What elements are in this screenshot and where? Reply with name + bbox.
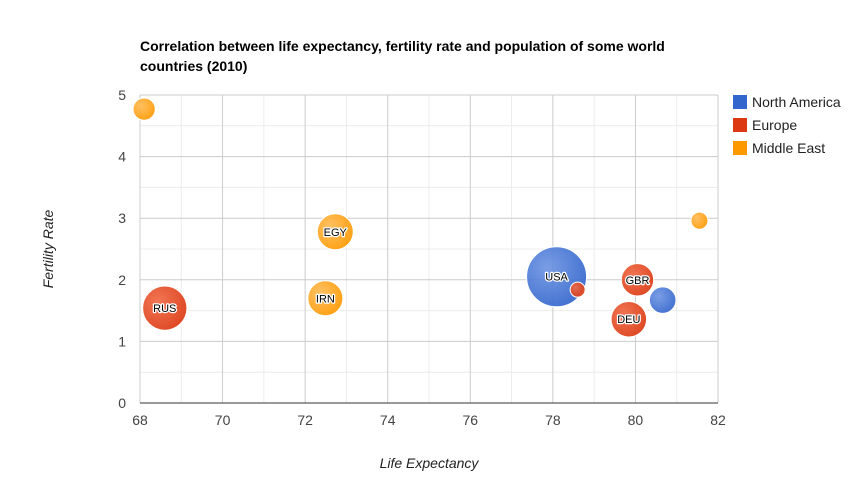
bubble-label-gbr: GBR xyxy=(626,275,650,287)
legend-swatch-europe xyxy=(733,118,747,132)
bubble-irn[interactable] xyxy=(307,280,344,317)
y-tick-label: 5 xyxy=(118,87,126,103)
bubble-layer xyxy=(132,97,709,338)
y-tick-label: 2 xyxy=(118,272,126,288)
x-tick-label: 76 xyxy=(462,412,478,428)
bubble-egy[interactable] xyxy=(316,213,354,251)
y-tick-label: 0 xyxy=(118,395,126,411)
x-tick-label: 78 xyxy=(545,412,561,428)
bubble-label-usa: USA xyxy=(545,272,568,284)
bubble-gbr[interactable] xyxy=(620,263,655,297)
bubble-rus[interactable] xyxy=(142,285,188,331)
x-tick-label: 70 xyxy=(215,412,231,428)
bubble-deu[interactable] xyxy=(610,300,648,338)
legend-item-north-america[interactable]: North America xyxy=(733,94,841,110)
chart-title-line-1: Correlation between life expectancy, fer… xyxy=(140,38,665,54)
x-tick-label: 68 xyxy=(132,412,148,428)
bubble-label-irn: IRN xyxy=(316,293,335,305)
legend-item-middle-east[interactable]: Middle East xyxy=(733,140,825,156)
chart-title: Correlation between life expectancy, fer… xyxy=(140,38,665,74)
minor-gridlines xyxy=(140,95,718,403)
x-axis-ticks: 68 70 72 74 76 78 80 82 xyxy=(132,412,726,428)
bubble-north-america-8[interactable] xyxy=(648,286,677,314)
x-tick-label: 80 xyxy=(628,412,644,428)
bubble-europe-5[interactable] xyxy=(569,281,586,298)
bubble-label-rus: RUS xyxy=(153,303,176,315)
y-axis-title: Fertility Rate xyxy=(40,210,56,289)
bubble-label-egy: EGY xyxy=(324,227,348,239)
y-tick-label: 1 xyxy=(118,333,126,349)
legend-swatch-north-america xyxy=(733,95,747,109)
legend-label-europe: Europe xyxy=(752,117,797,133)
x-tick-label: 72 xyxy=(297,412,313,428)
chart-title-line-2: countries (2010) xyxy=(140,58,247,74)
legend-item-europe[interactable]: Europe xyxy=(733,117,797,133)
bubble-middle-east-0[interactable] xyxy=(132,97,156,121)
bubble-label-deu: DEU xyxy=(617,314,640,326)
legend-swatch-middle-east xyxy=(733,141,747,155)
bubble-middle-east-9[interactable] xyxy=(690,211,709,230)
y-axis-ticks: 0 1 2 3 4 5 xyxy=(118,87,126,411)
legend-label-north-america: North America xyxy=(752,94,841,110)
y-tick-label: 3 xyxy=(118,210,126,226)
legend: North America Europe Middle East xyxy=(733,94,841,156)
x-axis-title: Life Expectancy xyxy=(380,455,480,471)
y-tick-label: 4 xyxy=(118,149,126,165)
x-tick-label: 74 xyxy=(380,412,396,428)
bubble-label-layer: USA RUS EGY DEU IRN GBR xyxy=(152,226,651,328)
x-tick-label: 82 xyxy=(710,412,726,428)
legend-label-middle-east: Middle East xyxy=(752,140,825,156)
